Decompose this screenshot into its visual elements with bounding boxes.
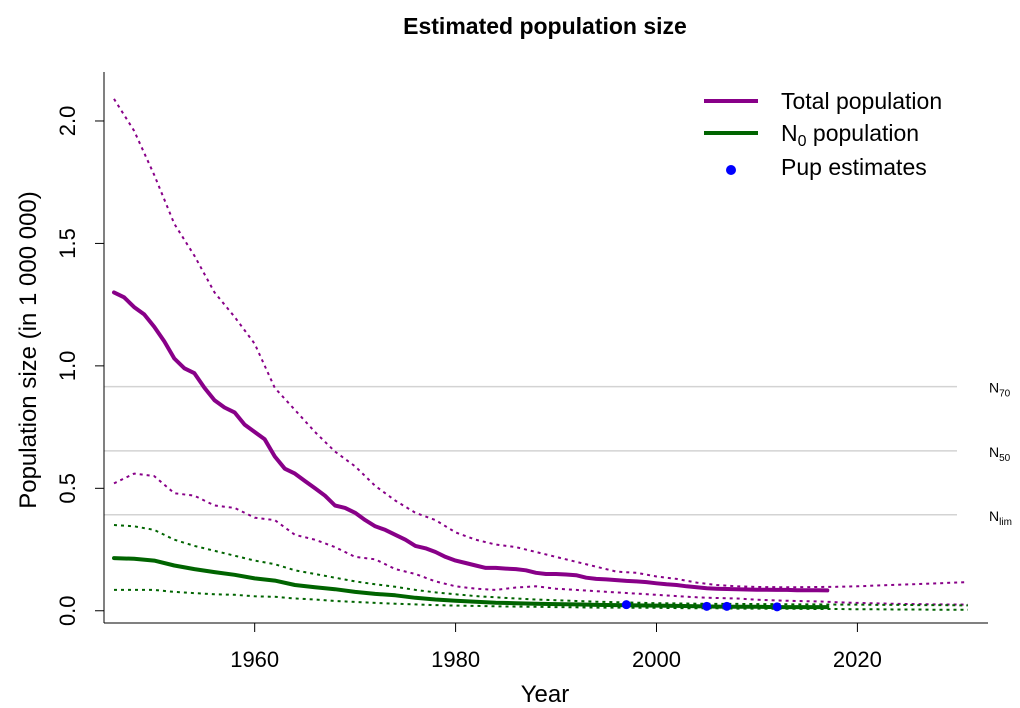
series-line-total-population (112, 290, 830, 593)
reference-lines (104, 385, 957, 516)
pup-estimate-point (702, 601, 712, 611)
pup-estimate-point (621, 600, 631, 610)
pup-estimate-point (772, 602, 782, 612)
series-line-total-population-upper-bound (113, 98, 968, 589)
reference-label-sub: lim (999, 517, 1012, 528)
x-tick-label: 1980 (431, 647, 480, 672)
legend-label-total-population: Total population (781, 88, 942, 114)
series-line-n0-population-lower-bound (114, 588, 968, 611)
legend: Total population N0 population Pup estimat… (704, 88, 942, 180)
y-tick-label: 0.5 (55, 473, 80, 504)
chart-title: Estimated population size (403, 13, 687, 39)
y-tick-label: 1.5 (55, 228, 80, 259)
confidence-bounds (113, 98, 968, 611)
series-lines (112, 290, 830, 610)
x-tick-label: 1960 (230, 647, 279, 672)
reference-label-n70: N70 (989, 380, 1011, 400)
legend-swatch-pup-estimates (726, 165, 736, 175)
series-line-total-population-lower-bound (113, 472, 968, 606)
series-line-n0-population-upper-bound (113, 524, 968, 607)
reference-label-base: N (989, 380, 999, 396)
reference-label-base: N (989, 508, 999, 524)
legend-label-pup-estimates: Pup estimates (781, 154, 927, 180)
y-tick-label: 0.0 (55, 595, 80, 626)
legend-label-n0-population: N0 population (781, 120, 919, 150)
x-tick-label: 2000 (632, 647, 681, 672)
pup-estimate-point (722, 601, 732, 611)
y-tick-label: 1.0 (55, 351, 80, 382)
x-tick-label: 2020 (833, 647, 882, 672)
reference-label-sub: 70 (999, 389, 1011, 400)
x-axis-ticks: 1960 1980 2000 2020 (230, 623, 882, 672)
x-axis-label: Year (521, 681, 570, 708)
reference-label-nlim: Nlim (989, 508, 1012, 528)
series-line-n0-population (112, 556, 830, 610)
reference-label-base: N (989, 444, 999, 460)
reference-label-n50: N50 (989, 444, 1011, 464)
y-axis-ticks: 0.0 0.5 1.0 1.5 2.0 (55, 106, 104, 626)
y-axis-label: Population size (in 1 000 000) (15, 191, 42, 509)
y-tick-label: 2.0 (55, 106, 80, 137)
reference-label-sub: 50 (999, 453, 1011, 464)
pup-points (621, 600, 782, 612)
